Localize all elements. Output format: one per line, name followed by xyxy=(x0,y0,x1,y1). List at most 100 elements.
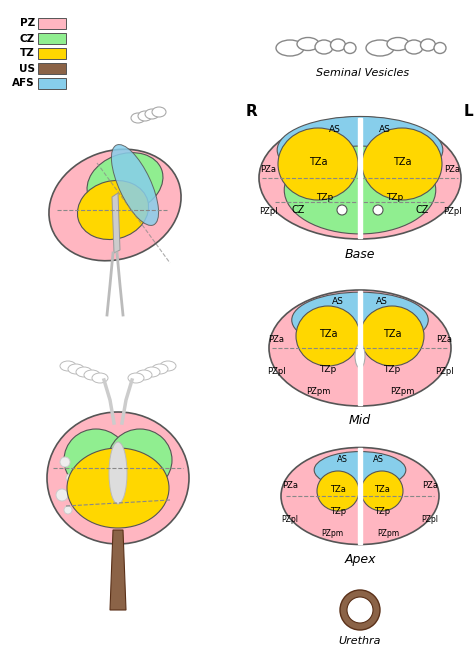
Text: AS: AS xyxy=(373,455,383,463)
Text: Mid: Mid xyxy=(349,414,371,427)
Ellipse shape xyxy=(366,40,394,56)
Ellipse shape xyxy=(387,38,409,51)
Ellipse shape xyxy=(92,373,108,383)
Text: Seminal Vesicles: Seminal Vesicles xyxy=(317,68,410,78)
Circle shape xyxy=(56,489,68,501)
Text: TZ: TZ xyxy=(20,49,35,59)
Text: PZpl: PZpl xyxy=(259,208,277,217)
Text: PZpl: PZpl xyxy=(443,208,461,217)
Text: CZ: CZ xyxy=(20,34,35,43)
Ellipse shape xyxy=(68,364,84,374)
Ellipse shape xyxy=(434,42,446,53)
Ellipse shape xyxy=(152,107,166,117)
Ellipse shape xyxy=(109,442,127,504)
Text: PZa: PZa xyxy=(268,335,284,345)
Ellipse shape xyxy=(138,111,152,121)
Ellipse shape xyxy=(361,471,403,511)
Text: AFS: AFS xyxy=(12,78,35,88)
Ellipse shape xyxy=(344,42,356,53)
Text: AS: AS xyxy=(337,455,347,463)
Polygon shape xyxy=(110,530,126,610)
Text: TZp: TZp xyxy=(319,366,337,374)
Text: TZa: TZa xyxy=(383,329,401,339)
Text: TZa: TZa xyxy=(374,486,390,494)
Ellipse shape xyxy=(420,39,436,51)
Text: US: US xyxy=(19,63,35,74)
Polygon shape xyxy=(358,448,362,544)
Ellipse shape xyxy=(84,370,100,380)
Ellipse shape xyxy=(77,181,148,239)
Ellipse shape xyxy=(355,344,365,368)
Text: Apex: Apex xyxy=(344,553,376,566)
Ellipse shape xyxy=(76,367,92,377)
Text: TZa: TZa xyxy=(393,157,411,167)
Ellipse shape xyxy=(297,38,319,51)
Text: TZa: TZa xyxy=(309,157,327,167)
Text: PZ: PZ xyxy=(20,18,35,28)
Text: PZa: PZa xyxy=(444,165,460,175)
Text: PZpl: PZpl xyxy=(282,515,299,525)
Ellipse shape xyxy=(64,429,128,491)
Text: AS: AS xyxy=(329,125,341,134)
Ellipse shape xyxy=(278,128,358,200)
Text: TZa: TZa xyxy=(319,329,337,339)
Ellipse shape xyxy=(160,361,176,371)
Ellipse shape xyxy=(296,306,360,366)
Circle shape xyxy=(340,590,380,630)
Ellipse shape xyxy=(281,447,439,544)
Ellipse shape xyxy=(136,370,152,380)
Ellipse shape xyxy=(152,364,168,374)
Text: TZp: TZp xyxy=(316,194,334,202)
Text: TZp: TZp xyxy=(386,194,404,202)
Ellipse shape xyxy=(284,146,436,234)
Ellipse shape xyxy=(277,117,443,184)
Ellipse shape xyxy=(292,292,428,348)
Text: PZa: PZa xyxy=(422,482,438,490)
Ellipse shape xyxy=(330,39,346,51)
Ellipse shape xyxy=(111,144,159,225)
Text: R: R xyxy=(246,105,258,119)
Text: PZpm: PZpm xyxy=(306,387,330,397)
Ellipse shape xyxy=(144,367,160,377)
Circle shape xyxy=(337,205,347,215)
Text: PZa: PZa xyxy=(436,335,452,345)
Ellipse shape xyxy=(315,40,333,54)
Circle shape xyxy=(66,474,74,482)
Ellipse shape xyxy=(131,113,145,123)
Ellipse shape xyxy=(259,117,461,239)
Ellipse shape xyxy=(145,109,159,119)
Circle shape xyxy=(64,506,72,514)
Text: PZpl: PZpl xyxy=(435,368,453,376)
Ellipse shape xyxy=(128,373,144,383)
Ellipse shape xyxy=(360,306,424,366)
Ellipse shape xyxy=(108,429,172,491)
Text: L: L xyxy=(463,105,473,119)
Bar xyxy=(38,18,66,29)
Text: PZpm: PZpm xyxy=(377,529,399,538)
Ellipse shape xyxy=(317,471,359,511)
Text: AS: AS xyxy=(332,297,344,306)
Text: TZp: TZp xyxy=(330,507,346,517)
Ellipse shape xyxy=(269,290,451,406)
Text: CZ: CZ xyxy=(415,205,428,215)
Polygon shape xyxy=(358,118,362,238)
Bar xyxy=(38,78,66,89)
Text: PZpm: PZpm xyxy=(321,529,343,538)
Text: Urethra: Urethra xyxy=(339,636,381,646)
Ellipse shape xyxy=(60,361,76,371)
Circle shape xyxy=(347,597,373,623)
Circle shape xyxy=(60,457,70,467)
Text: PZpm: PZpm xyxy=(390,387,414,397)
Ellipse shape xyxy=(276,40,304,56)
Text: Base: Base xyxy=(345,248,375,261)
Ellipse shape xyxy=(405,40,423,54)
Text: PZpl: PZpl xyxy=(421,515,438,525)
Text: TZa: TZa xyxy=(330,486,346,494)
Text: TZp: TZp xyxy=(374,507,390,517)
Ellipse shape xyxy=(362,128,442,200)
Bar xyxy=(38,33,66,44)
Ellipse shape xyxy=(47,412,189,544)
Ellipse shape xyxy=(67,448,169,528)
Bar xyxy=(38,48,66,59)
Polygon shape xyxy=(112,193,120,253)
